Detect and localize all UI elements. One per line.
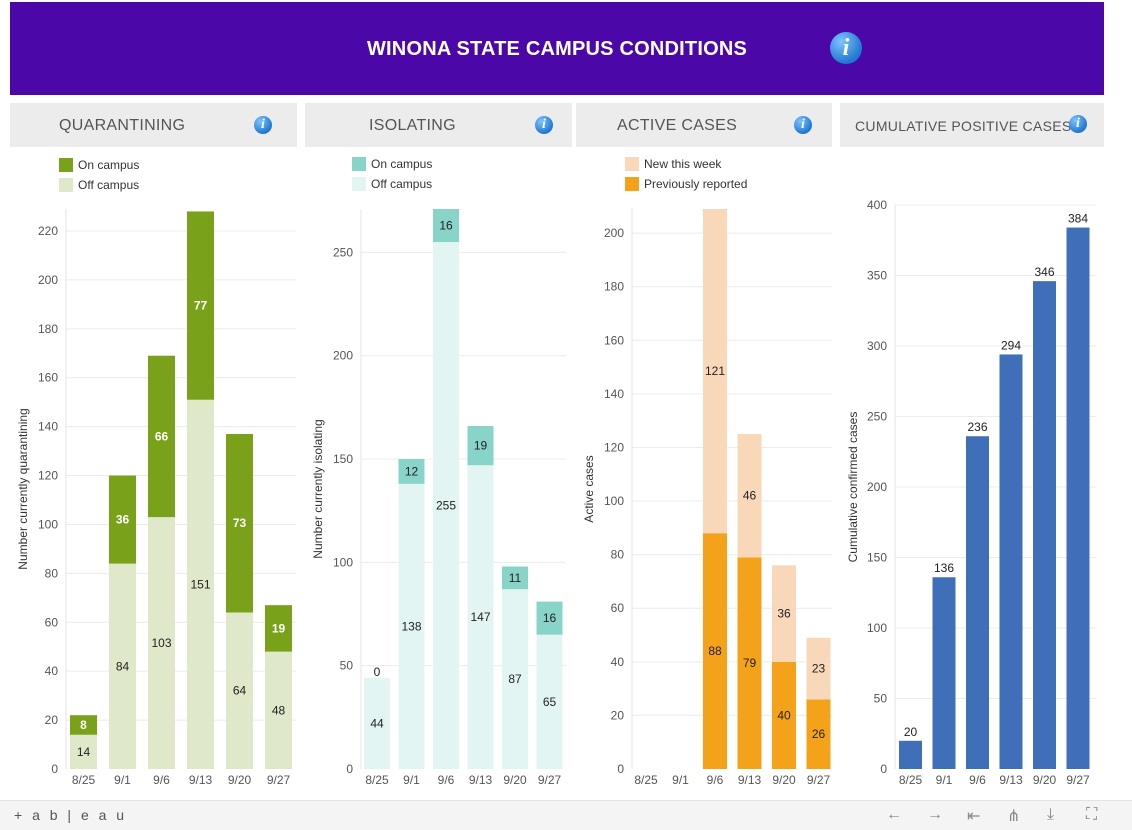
data-label: 103 xyxy=(151,636,171,650)
panel-header-active-cases: ACTIVE CASES i xyxy=(576,103,832,147)
y-tick-label: 100 xyxy=(38,517,58,531)
legend-item[interactable]: On campus xyxy=(59,157,139,177)
data-label: 14 xyxy=(77,745,91,759)
data-label: 73 xyxy=(233,516,247,530)
panel-header-isolating: ISOLATING i xyxy=(305,103,572,147)
y-tick-label: 180 xyxy=(38,322,58,336)
data-label: 8 xyxy=(80,718,87,732)
y-tick-label: 220 xyxy=(38,224,58,238)
bar-upper-segment xyxy=(265,605,292,652)
tableau-toolbar: + a b | e a u ← → ⇤ ⋔ ⤓ ⛶ xyxy=(0,800,1132,830)
bar-upper-segment xyxy=(187,211,214,400)
y-tick-label: 40 xyxy=(45,664,59,678)
y-tick-label: 140 xyxy=(38,420,58,434)
legend-item[interactable]: Off campus xyxy=(59,177,139,197)
y-tick-label: 0 xyxy=(51,762,58,776)
y-tick-label: 60 xyxy=(45,615,59,629)
legend-active-cases: New this week Previously reported xyxy=(625,156,747,196)
data-label: 77 xyxy=(194,299,208,313)
x-tick-label: 9/1 xyxy=(114,773,131,787)
info-icon[interactable]: i xyxy=(1069,115,1087,133)
legend-item[interactable]: Previously reported xyxy=(625,176,747,196)
dashboard-title: WINONA STATE CAMPUS CONDITIONS xyxy=(366,38,748,60)
legend-label: On campus xyxy=(78,158,140,172)
panel-title-cumulative: CUMULATIVE POSITIVE CASES xyxy=(855,118,1072,134)
legend-isolating: On campus Off campus xyxy=(352,156,432,196)
revert-icon[interactable]: ⇤ xyxy=(967,808,981,825)
bar-upper-segment xyxy=(226,433,253,613)
legend-label: Off campus xyxy=(78,178,140,192)
info-icon[interactable]: i xyxy=(830,32,862,64)
bar-upper-segment xyxy=(109,475,136,564)
data-label: 64 xyxy=(233,684,247,698)
info-icon[interactable]: i xyxy=(794,116,812,134)
bar-lower-segment xyxy=(70,734,97,769)
bar-lower-segment xyxy=(109,563,136,769)
legend-quarantining: On campus Off campus xyxy=(59,157,139,197)
legend-swatch xyxy=(625,157,639,171)
data-label: 84 xyxy=(116,659,130,673)
panel-header-cumulative: CUMULATIVE POSITIVE CASES i xyxy=(840,103,1104,147)
bar-lower-segment xyxy=(148,517,175,769)
legend-item[interactable]: Off campus xyxy=(352,176,432,196)
bar-upper-segment xyxy=(148,355,175,518)
legend-swatch xyxy=(352,157,366,171)
data-label: 66 xyxy=(155,429,169,443)
quarantining-chart: 0 20 40 60 80 100 120 140 160 180 200 220 Number cur… xyxy=(16,209,296,787)
legend-label: On campus xyxy=(371,157,433,171)
panel-header-quarantining: QUARANTINING i xyxy=(10,103,297,147)
data-label: 36 xyxy=(116,513,130,527)
y-tick-label: 200 xyxy=(38,273,58,287)
y-axis-title: Number currently quarantining xyxy=(16,408,30,569)
bar-lower-segment xyxy=(187,399,214,769)
tableau-logo[interactable]: + a b | e a u xyxy=(14,807,128,823)
legend-item[interactable]: New this week xyxy=(625,156,747,176)
x-tick-label: 9/13 xyxy=(189,773,213,787)
data-label: 48 xyxy=(272,703,286,717)
bar-lower-segment xyxy=(226,612,253,769)
x-tick-label: 8/25 xyxy=(72,773,96,787)
bar-upper-segment xyxy=(70,715,97,735)
legend-swatch xyxy=(59,178,73,192)
x-tick-label: 9/6 xyxy=(153,773,170,787)
info-icon[interactable]: i xyxy=(254,116,272,134)
legend-swatch xyxy=(59,158,73,172)
header-banner: WINONA STATE CAMPUS CONDITIONS i xyxy=(10,2,1104,95)
panel-title-quarantining: QUARANTINING xyxy=(59,117,186,134)
legend-label: Previously reported xyxy=(644,177,748,191)
undo-icon[interactable]: ← xyxy=(886,806,902,823)
share-icon[interactable]: ⋔ xyxy=(1007,808,1021,825)
panel-title-isolating: ISOLATING xyxy=(369,117,456,134)
data-label: 151 xyxy=(190,577,210,591)
legend-label: New this week xyxy=(644,157,722,171)
y-tick-label: 120 xyxy=(38,469,58,483)
info-icon[interactable]: i xyxy=(535,116,553,134)
y-tick-label: 20 xyxy=(45,713,59,727)
redo-icon[interactable]: → xyxy=(927,806,943,823)
download-icon[interactable]: ⤓ xyxy=(1047,806,1055,823)
x-tick-label: 9/20 xyxy=(228,773,252,787)
panel-title-active-cases: ACTIVE CASES xyxy=(617,117,738,134)
legend-label: Off campus xyxy=(371,177,433,191)
y-tick-label: 160 xyxy=(38,371,58,385)
legend-item[interactable]: On campus xyxy=(352,156,432,176)
legend-swatch xyxy=(352,177,366,191)
x-tick-label: 9/27 xyxy=(267,773,291,787)
data-label: 19 xyxy=(272,621,286,635)
y-tick-label: 80 xyxy=(45,566,59,580)
fullscreen-icon[interactable]: ⛶ xyxy=(1086,806,1098,823)
legend-swatch xyxy=(625,177,639,191)
bar-lower-segment xyxy=(265,651,292,769)
